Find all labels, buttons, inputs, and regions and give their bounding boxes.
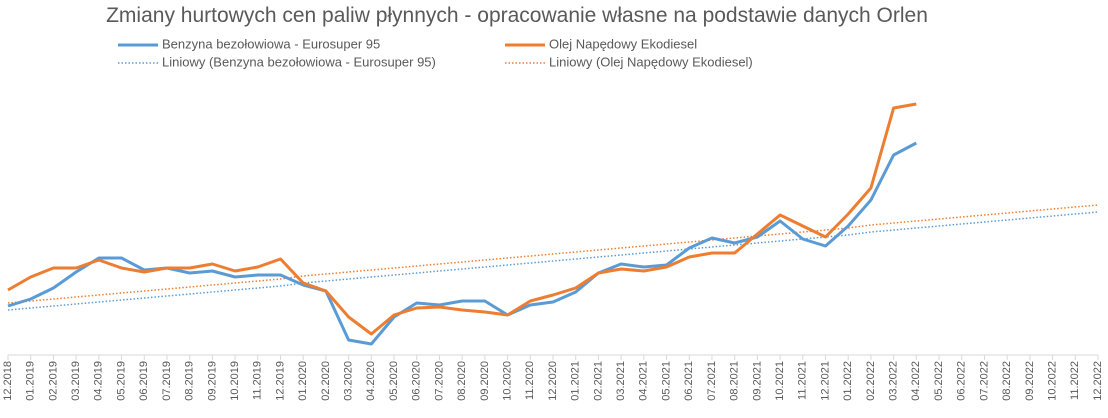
x-tick-label: 12.2019 xyxy=(274,361,286,401)
x-tick-label: 06.2021 xyxy=(683,361,695,401)
series-line xyxy=(7,102,917,336)
x-tick-label: 02.2020 xyxy=(320,361,332,401)
x-tick-label: 09.2021 xyxy=(751,361,763,401)
x-tick-label: 03.2022 xyxy=(888,361,900,401)
x-tick-label: 12.2018 xyxy=(2,361,14,401)
x-tick-label: 07.2020 xyxy=(433,361,445,401)
x-tick-label: 02.2019 xyxy=(47,361,59,401)
x-tick-label: 11.2021 xyxy=(797,361,809,400)
series-line xyxy=(7,141,918,346)
legend-label: Liniowy (Olej Napędowy Ekodiesel) xyxy=(549,54,753,69)
x-tick-label: 05.2022 xyxy=(933,361,945,401)
x-tick-label: 06.2020 xyxy=(411,361,423,401)
x-tick-label: 09.2019 xyxy=(206,361,218,401)
x-tick-label: 08.2020 xyxy=(456,361,468,401)
x-tick-label: 03.2020 xyxy=(343,361,355,401)
trend-line xyxy=(7,211,1099,311)
x-tick-label: 03.2019 xyxy=(70,361,82,401)
x-tick-label: 09.2020 xyxy=(479,361,491,401)
x-tick-label: 05.2019 xyxy=(115,361,127,401)
x-tick-label: 11.2020 xyxy=(524,361,536,400)
x-tick-label: 06.2022 xyxy=(956,361,968,401)
x-tick-label: 12.2022 xyxy=(1092,361,1104,401)
x-tick-label: 10.2022 xyxy=(1046,361,1058,401)
x-tick-label: 01.2021 xyxy=(570,361,582,401)
x-tick-label: 07.2019 xyxy=(161,361,173,401)
x-tick-label: 09.2022 xyxy=(1024,361,1036,401)
x-tick-label: 04.2020 xyxy=(365,361,377,401)
chart-title: Zmiany hurtowych cen paliw płynnych - op… xyxy=(106,4,928,27)
x-tick-label: 03.2021 xyxy=(615,361,627,401)
x-tick-label: 04.2022 xyxy=(910,361,922,401)
x-tick-label: 12.2020 xyxy=(547,361,559,401)
x-tick-label: 08.2021 xyxy=(729,361,741,401)
x-tick-label: 08.2022 xyxy=(1001,361,1013,401)
x-tick-label: 01.2020 xyxy=(297,361,309,401)
x-tick-label: 05.2021 xyxy=(660,361,672,401)
trend-line xyxy=(7,204,1099,304)
x-tick-label: 06.2019 xyxy=(138,361,150,401)
x-tick-label: 04.2021 xyxy=(638,361,650,401)
x-tick-label: 10.2020 xyxy=(501,361,513,401)
x-tick-label: 07.2022 xyxy=(978,361,990,401)
x-tick-label: 10.2019 xyxy=(229,361,241,401)
x-tick-label: 04.2019 xyxy=(93,361,105,401)
x-tick-label: 02.2021 xyxy=(592,361,604,401)
legend-label: Benzyna bezołowiowa - Eurosuper 95 xyxy=(162,36,380,51)
x-tick-label: 11.2019 xyxy=(252,361,264,400)
x-tick-label: 01.2022 xyxy=(842,361,854,401)
x-tick-label: 02.2022 xyxy=(865,361,877,401)
legend-label: Olej Napędowy Ekodiesel xyxy=(549,36,697,51)
x-tick-label: 12.2021 xyxy=(819,361,831,401)
x-tick-label: 01.2019 xyxy=(25,361,37,401)
legend-label: Liniowy (Benzyna bezołowiowa - Eurosuper… xyxy=(162,54,436,69)
x-tick-label: 05.2020 xyxy=(388,361,400,401)
x-tick-label: 07.2021 xyxy=(706,361,718,401)
x-tick-label: 10.2021 xyxy=(774,361,786,401)
x-tick-label: 11.2022 xyxy=(1069,361,1081,400)
x-tick-label: 08.2019 xyxy=(184,361,196,401)
